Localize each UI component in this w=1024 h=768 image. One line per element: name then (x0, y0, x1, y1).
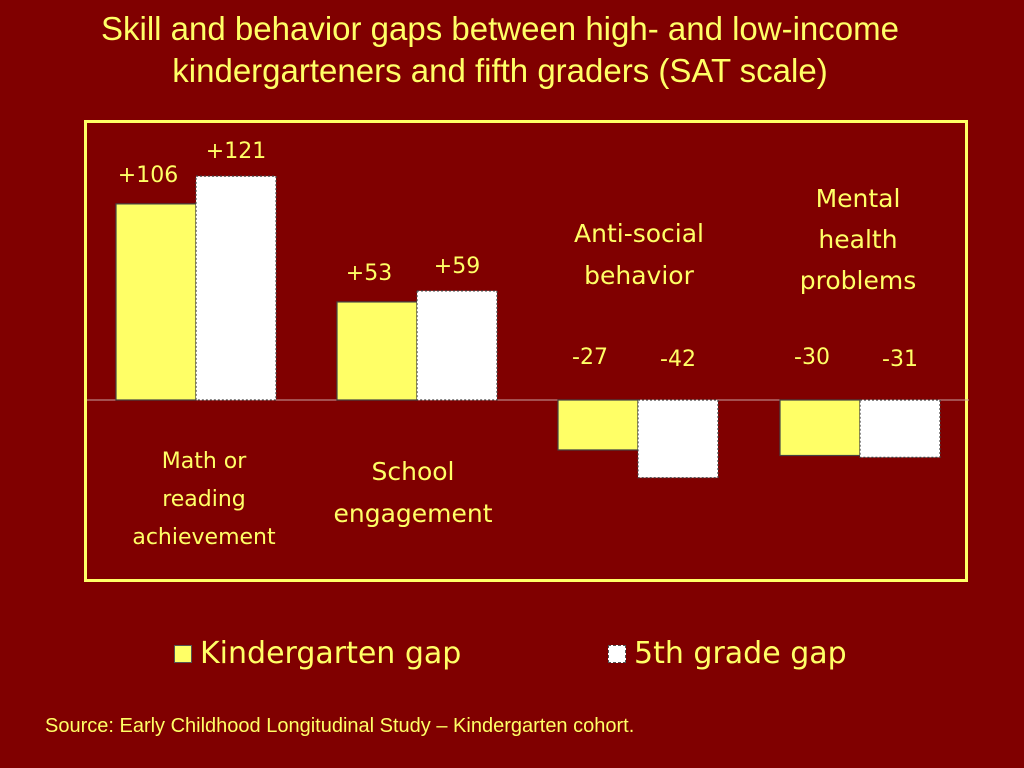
bar-anti-social-5th-grade (637, 399, 719, 479)
chart-title: Skill and behavior gaps between high- an… (101, 10, 899, 89)
category-label-engagement: School engagement (333, 457, 492, 528)
bar-anti-social-kindergarten (557, 399, 639, 451)
bar-achievement-kindergarten (115, 203, 197, 401)
legend-swatch-kindergarten (174, 644, 192, 663)
bar-mental-health-5th-grade (859, 399, 941, 458)
legend-label-kindergarten: Kindergarten gap (200, 636, 462, 671)
data-label-engagement-5th-grade: +59 (434, 254, 480, 279)
chart-frame (84, 120, 968, 582)
data-label-achievement-kindergarten: +106 (118, 163, 178, 188)
bar-mental-health-kindergarten (779, 399, 861, 457)
data-label-engagement-kindergarten: +53 (346, 261, 392, 286)
bar-achievement-5th-grade (195, 175, 277, 401)
legend-label-5th-grade: 5th grade gap (634, 636, 847, 671)
data-label-mental-health-kindergarten: -30 (794, 345, 830, 370)
bar-chart: +106 +121 Math or reading achievement +53 +59 S… (87, 139, 969, 550)
data-label-anti-social-5th-grade: -42 (660, 347, 696, 372)
legend-item-kindergarten: Kindergarten gap (174, 636, 461, 671)
category-label-anti-social: Anti-social behavior (574, 219, 704, 290)
legend: Kindergarten gap 5th grade gap (0, 636, 1024, 676)
data-label-mental-health-5th-grade: -31 (882, 347, 918, 372)
source-note: Source: Early Childhood Longitudinal Stu… (45, 715, 635, 737)
bar-engagement-kindergarten (336, 301, 418, 401)
bar-engagement-5th-grade (416, 290, 498, 401)
legend-item-5th-grade: 5th grade gap (608, 636, 847, 671)
data-label-achievement-5th-grade: +121 (206, 139, 266, 164)
legend-swatch-5th-grade (608, 644, 626, 663)
category-label-mental-health: Mental health problems (800, 184, 916, 295)
category-label-achievement: Math or reading achievement (132, 449, 276, 550)
data-label-anti-social-kindergarten: -27 (572, 345, 608, 370)
